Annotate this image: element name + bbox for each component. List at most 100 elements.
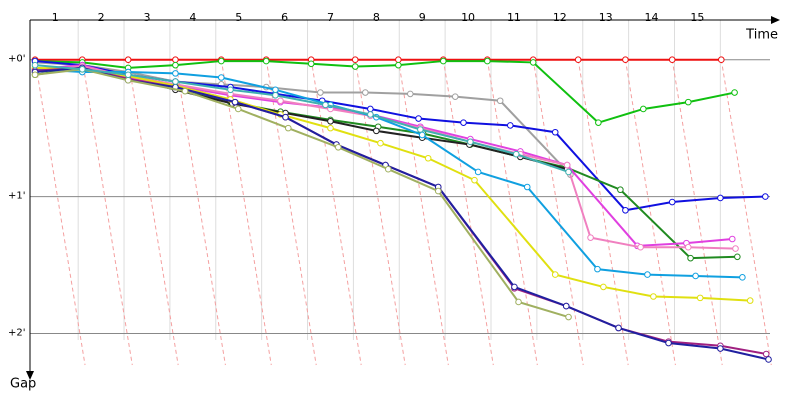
x-tick-label: 4 bbox=[189, 11, 196, 24]
data-point bbox=[373, 127, 380, 135]
data-point bbox=[496, 97, 504, 105]
data-point bbox=[272, 91, 279, 99]
data-point bbox=[234, 105, 242, 113]
lap-time-line bbox=[220, 59, 272, 366]
data-point bbox=[506, 122, 514, 129]
x-tick-label: 12 bbox=[553, 11, 567, 24]
data-point bbox=[124, 71, 132, 79]
data-point bbox=[650, 293, 657, 300]
series-line bbox=[34, 64, 569, 173]
data-point bbox=[124, 56, 132, 63]
lap-time-line bbox=[720, 59, 772, 366]
data-point bbox=[665, 339, 672, 347]
data-point bbox=[467, 138, 474, 146]
data-point bbox=[395, 61, 402, 69]
x-axis-arrow bbox=[771, 16, 780, 24]
data-point bbox=[351, 63, 359, 70]
data-point bbox=[668, 198, 676, 206]
data-point bbox=[172, 78, 179, 85]
lap-time-line bbox=[34, 59, 86, 366]
data-point bbox=[124, 76, 132, 84]
data-point bbox=[765, 356, 772, 363]
data-point bbox=[717, 345, 724, 352]
data-point bbox=[327, 124, 334, 132]
data-point bbox=[471, 176, 478, 184]
data-point bbox=[728, 235, 736, 243]
data-point bbox=[732, 245, 739, 252]
series-line bbox=[35, 60, 735, 124]
data-point bbox=[595, 119, 602, 126]
data-point bbox=[762, 350, 770, 358]
data-point bbox=[515, 298, 522, 306]
data-point bbox=[594, 265, 601, 273]
x-tick-label: 14 bbox=[645, 11, 659, 24]
x-tick-label: 8 bbox=[373, 11, 380, 24]
data-point bbox=[418, 131, 426, 139]
y-axis-label: Gap bbox=[10, 377, 36, 392]
data-point bbox=[617, 186, 624, 194]
data-point bbox=[746, 297, 754, 304]
x-axis-label: Time bbox=[745, 28, 778, 43]
data-point bbox=[622, 56, 629, 63]
data-point bbox=[440, 57, 447, 65]
data-point bbox=[644, 271, 651, 278]
data-point bbox=[684, 98, 692, 106]
x-tick-label: 7 bbox=[327, 11, 334, 24]
data-point bbox=[172, 70, 179, 77]
data-point bbox=[227, 86, 234, 94]
data-point bbox=[717, 56, 725, 63]
data-point bbox=[562, 302, 570, 310]
data-point bbox=[474, 168, 482, 176]
data-point bbox=[395, 56, 402, 63]
lap-time-line bbox=[174, 59, 226, 366]
data-point bbox=[563, 161, 571, 169]
lap-time-line bbox=[442, 59, 494, 366]
data-point bbox=[217, 74, 225, 81]
lap-time-line bbox=[81, 59, 133, 366]
data-point bbox=[600, 283, 607, 291]
lap-time-line bbox=[127, 59, 179, 366]
data-point bbox=[317, 89, 324, 96]
x-tick-label: 2 bbox=[98, 11, 105, 24]
data-point bbox=[78, 65, 86, 73]
data-point bbox=[565, 313, 572, 321]
x-tick-label: 1 bbox=[52, 11, 59, 24]
data-point bbox=[529, 59, 537, 66]
data-point bbox=[523, 183, 531, 191]
data-point bbox=[384, 165, 392, 173]
data-point bbox=[551, 271, 559, 278]
data-point bbox=[551, 128, 559, 136]
data-point bbox=[334, 144, 342, 151]
data-point bbox=[282, 113, 289, 121]
data-point bbox=[367, 111, 374, 118]
data-point bbox=[696, 294, 704, 302]
data-point bbox=[511, 283, 518, 291]
data-point bbox=[637, 243, 644, 251]
data-point bbox=[587, 234, 594, 241]
data-point bbox=[362, 89, 369, 96]
x-tick-label: 10 bbox=[461, 11, 475, 24]
lap-time-line bbox=[671, 59, 723, 366]
y-tick-label: +0' bbox=[8, 54, 26, 65]
data-point bbox=[181, 87, 189, 95]
lap-time-line bbox=[310, 59, 362, 366]
data-point bbox=[687, 254, 694, 262]
data-point bbox=[574, 56, 582, 63]
data-point bbox=[172, 61, 179, 69]
data-point bbox=[668, 56, 676, 63]
data-point bbox=[406, 90, 414, 98]
data-point bbox=[31, 61, 39, 69]
lap-time-line bbox=[397, 59, 449, 366]
x-tick-label: 3 bbox=[143, 11, 150, 24]
y-tick-label: +2' bbox=[8, 327, 26, 338]
data-point bbox=[692, 272, 699, 280]
data-point bbox=[377, 139, 384, 147]
data-point bbox=[434, 187, 442, 195]
data-point bbox=[565, 168, 572, 176]
data-point bbox=[734, 253, 741, 261]
data-point bbox=[684, 243, 692, 251]
lap-time-line bbox=[624, 59, 676, 366]
data-point bbox=[424, 154, 432, 162]
data-point bbox=[217, 57, 225, 65]
data-point bbox=[512, 150, 520, 158]
